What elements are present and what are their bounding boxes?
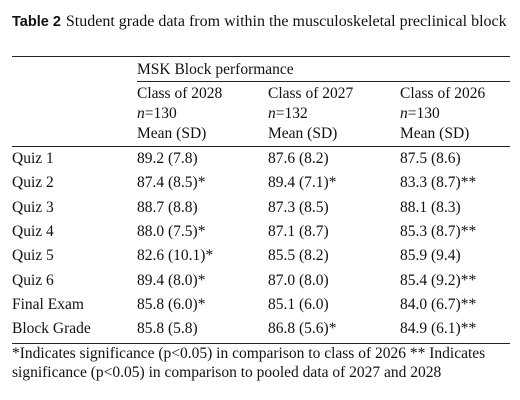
cell: 87.5 (8.6) — [400, 150, 461, 167]
footnotes: *Indicates significance (p<0.05) in comp… — [12, 344, 512, 382]
cell: 88.0 (7.5)* — [137, 222, 206, 240]
bottom-rule — [12, 343, 510, 344]
row-label: Quiz 3 — [12, 198, 54, 216]
cell: 85.8 (5.8) — [137, 320, 198, 338]
column-stat: Mean (SD) — [400, 125, 470, 142]
row-label: Quiz 6 — [12, 271, 54, 289]
row-label: Quiz 5 — [12, 247, 54, 265]
cell: 87.1 (8.7) — [268, 222, 329, 240]
cell: 84.9 (6.1)** — [400, 320, 477, 338]
column-class: Class of 2026 — [400, 85, 486, 102]
top-rule — [12, 56, 510, 57]
column-stat: Mean (SD) — [268, 125, 338, 142]
column-stat: Mean (SD) — [137, 125, 207, 142]
caption-label: Table 2 — [12, 14, 61, 30]
cell: 85.8 (6.0)* — [137, 295, 206, 313]
cell: 85.3 (8.7)** — [400, 222, 477, 240]
cell: 87.6 (8.2) — [268, 150, 329, 167]
row-label: Block Grade — [12, 320, 91, 338]
group-header: MSK Block performance — [137, 61, 294, 78]
column-class: Class of 2028 — [137, 85, 223, 102]
cell: 88.7 (8.8) — [137, 198, 198, 216]
cell: 83.3 (8.7)** — [400, 174, 477, 192]
column-n: n=132 — [268, 105, 308, 122]
column-n: n=130 — [400, 105, 440, 122]
column-class: Class of 2027 — [268, 85, 354, 102]
header-rule — [12, 146, 510, 147]
cell: 88.1 (8.3) — [400, 198, 461, 216]
group-rule — [137, 81, 510, 82]
cell: 87.4 (8.5)* — [137, 174, 206, 192]
cell: 85.4 (9.2)** — [400, 271, 477, 289]
column-n: n=130 — [137, 105, 177, 122]
row-label: Quiz 4 — [12, 222, 54, 240]
cell: 85.9 (9.4) — [400, 247, 461, 265]
cell: 89.4 (8.0)* — [137, 271, 206, 289]
footnote: *Indicates significance (p<0.05) in comp… — [12, 345, 406, 362]
cell: 85.5 (8.2) — [268, 247, 329, 265]
cell: 87.0 (8.0) — [268, 271, 329, 289]
cell: 82.6 (10.1)* — [137, 247, 214, 265]
row-label: Quiz 1 — [12, 150, 54, 167]
caption: Table 2 Student grade data from within th… — [12, 13, 510, 31]
cell: 85.1 (6.0) — [268, 295, 329, 313]
cell: 87.3 (8.5) — [268, 198, 329, 216]
caption-text: Student grade data from within the muscu… — [65, 13, 507, 30]
row-label: Quiz 2 — [12, 174, 54, 192]
footnote: ** Indicates significance (p<0.05) in co… — [12, 345, 486, 381]
cell: 89.4 (7.1)* — [268, 174, 337, 192]
cell: 84.0 (6.7)** — [400, 295, 477, 313]
row-label: Final Exam — [12, 295, 84, 313]
cell: 86.8 (5.6)* — [268, 320, 337, 338]
cell: 89.2 (7.8) — [137, 150, 198, 167]
